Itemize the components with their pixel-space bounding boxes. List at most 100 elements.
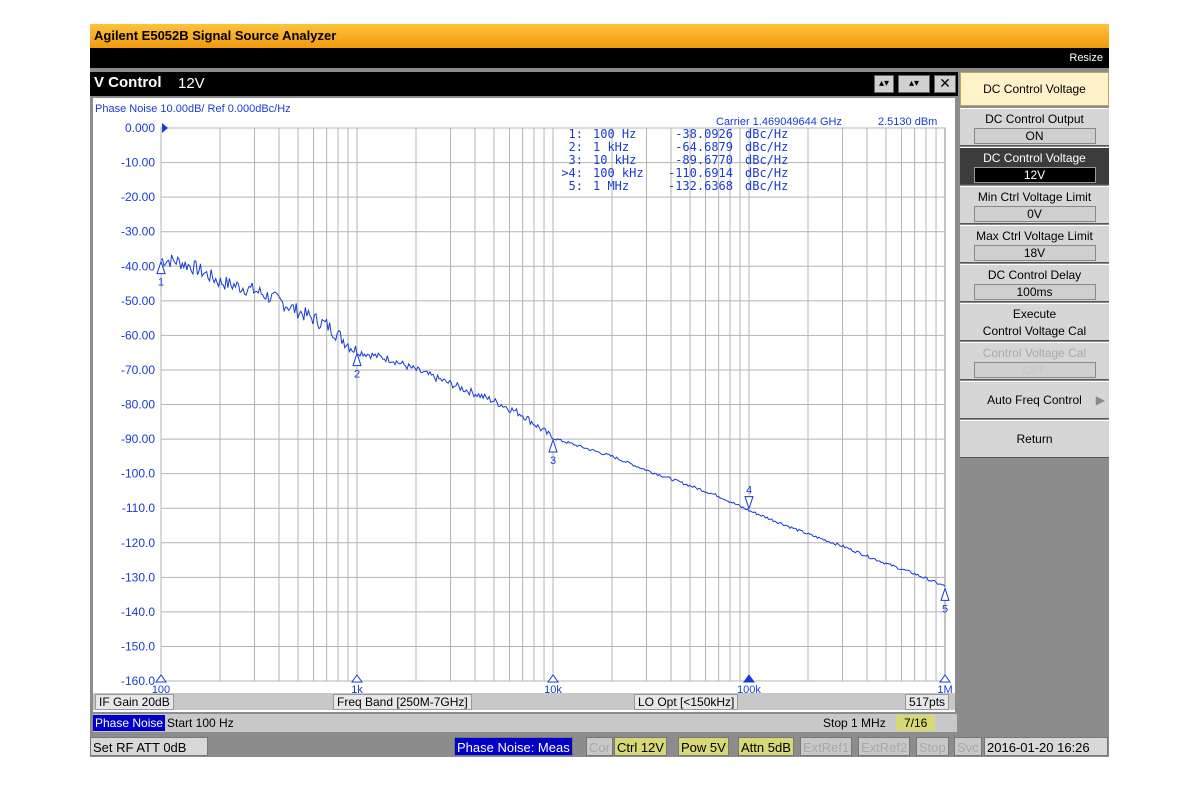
softkey-value: 0V	[973, 206, 1096, 222]
softkey-auto-freq-control[interactable]: Auto Freq Control ▶	[960, 381, 1109, 419]
status-meas: Phase Noise: Meas	[454, 737, 573, 756]
softkey-control-voltage-cal: Control Voltage Cal OFF	[960, 342, 1109, 380]
softkey-value: 12V	[973, 167, 1096, 183]
chart-panel: 0.000 -10.00 -20.00 -30.00 -40.00 -50.00 -60.0…	[93, 98, 955, 712]
status-extref2: ExtRef2	[858, 737, 911, 756]
marker-3-icon	[548, 438, 558, 453]
y-tick-label: -10.00	[121, 156, 155, 170]
status-attn: Attn 5dB	[738, 737, 794, 756]
y-tick-label: -130.0	[121, 570, 155, 584]
y-tick-label: -150.0	[121, 639, 155, 653]
carrier-power: 2.5130 dBm	[878, 116, 937, 128]
marker-table-cell: -38.0926	[675, 127, 733, 141]
softkey-label: Auto Freq Control	[987, 393, 1082, 407]
app-window: Agilent E5052B Signal Source Analyzer Re…	[90, 24, 1109, 757]
marker-table-cell: dBc/Hz	[745, 166, 788, 180]
y-tick-label: -20.00	[121, 190, 155, 204]
marker-table-cell: dBc/Hz	[745, 140, 788, 154]
marker-table-cell: -110.6914	[668, 166, 733, 180]
y-tick-label: -50.00	[121, 294, 155, 308]
marker-table-cell: 100 Hz	[593, 127, 636, 141]
softkey-value: 100ms	[973, 284, 1096, 300]
softkey-label: Max Ctrl Voltage Limit	[976, 229, 1093, 243]
resize-button[interactable]: Resize	[1069, 52, 1103, 64]
y-tick-label: -110.0	[122, 501, 155, 515]
softkey-execute-cal[interactable]: Execute Control Voltage Cal	[960, 303, 1109, 341]
meas-mode[interactable]: Phase Noise	[93, 715, 166, 731]
softkey-dc-control-output[interactable]: DC Control Output ON	[960, 108, 1109, 146]
marker-table-cell: 100 kHz	[593, 166, 644, 180]
average-count: 7/16	[896, 715, 936, 731]
marker-5-icon	[940, 586, 950, 601]
step-icon[interactable]: ▴▾	[898, 75, 930, 93]
axis-marker-icon	[547, 674, 559, 683]
axis-marker-icon	[743, 674, 755, 683]
softkey-dc-control-delay[interactable]: DC Control Delay 100ms	[960, 264, 1109, 302]
softkey-panel: DC Control Voltage DC Control Output ON …	[960, 72, 1109, 464]
axis-marker-icon	[351, 674, 363, 683]
marker-table-cell: 1:	[569, 127, 583, 141]
menu-bar: Resize	[90, 48, 1109, 68]
status-extref1: ExtRef1	[800, 737, 853, 756]
carrier-freq: Carrier 1.469049644 GHz	[716, 116, 842, 128]
softkey-value: 18V	[973, 245, 1096, 261]
softkey-label: Min Ctrl Voltage Limit	[977, 190, 1092, 204]
status-message: Set RF ATT 0dB	[90, 737, 208, 756]
axis-marker-icon	[155, 674, 167, 683]
status-pow: Pow 5V	[678, 737, 729, 756]
marker-label: 3	[550, 455, 556, 467]
status-bar: Set RF ATT 0dB Phase Noise: Meas Cor Ctr…	[90, 736, 1109, 757]
softkey-return[interactable]: Return	[960, 420, 1109, 458]
close-icon[interactable]: ✕	[934, 75, 956, 93]
y-tick-label: -60.00	[121, 328, 155, 342]
entry-field[interactable]: 12V	[174, 74, 878, 94]
spin-up-down-icon[interactable]: ▴▾	[874, 75, 894, 93]
softkey-value: OFF	[973, 362, 1096, 378]
marker-label: 4	[746, 485, 752, 497]
y-tick-label: -100.0	[121, 467, 155, 481]
softkey-label: DC Control Delay	[987, 268, 1082, 282]
softkey-label-2: Control Voltage Cal	[982, 324, 1087, 338]
softkey-label: Control Voltage Cal	[982, 346, 1087, 360]
y-tick-label: -160.0	[121, 674, 155, 688]
status-stop: Stop	[916, 737, 949, 756]
softkey-label: Return	[1016, 432, 1053, 446]
status-cor: Cor	[586, 737, 613, 756]
marker-table-cell: -89.6770	[675, 153, 733, 167]
marker-table-cell: >4:	[561, 166, 583, 180]
marker-table-cell: 1 kHz	[593, 140, 629, 154]
marker-table-cell: -132.6368	[668, 179, 733, 193]
marker-table-cell: 2:	[569, 140, 583, 154]
marker-table-cell: 1 MHz	[593, 179, 629, 193]
marker-4-icon	[744, 496, 754, 511]
if-gain: IF Gain 20dB	[95, 694, 174, 710]
y-tick-label: -30.00	[121, 225, 155, 239]
marker-table-cell: dBc/Hz	[745, 127, 788, 141]
status-ctrl: Ctrl 12V	[614, 737, 667, 756]
softkey-value: ON	[973, 128, 1096, 144]
entry-label: V Control	[94, 74, 162, 91]
lo-opt: LO Opt [<150kHz]	[634, 694, 739, 710]
marker-table-cell: dBc/Hz	[745, 179, 788, 193]
softkey-max-ctrl-voltage[interactable]: Max Ctrl Voltage Limit 18V	[960, 225, 1109, 263]
marker-label: 1	[158, 277, 164, 289]
softkey-label: DC Control Output	[985, 112, 1084, 126]
y-tick-label: -120.0	[121, 536, 155, 550]
entry-bar: V Control 12V ▴▾ ▴▾ ✕	[90, 72, 958, 96]
marker-1-icon	[156, 260, 166, 275]
softkey-dc-control-voltage[interactable]: DC Control Voltage 12V	[960, 147, 1109, 185]
marker-table-cell: 5:	[569, 179, 583, 193]
y-tick-label: -80.00	[121, 398, 155, 412]
trace-header: Phase Noise 10.00dB/ Ref 0.000dBc/Hz	[95, 103, 291, 115]
ref-level-icon	[162, 123, 168, 133]
marker-table-cell: dBc/Hz	[745, 153, 788, 167]
marker-table-cell: 10 kHz	[593, 153, 636, 167]
stop-freq: Stop 1 MHz	[823, 716, 886, 730]
meas-bar: Phase Noise Start 100 Hz Stop 1 MHz 7/16	[93, 714, 957, 732]
y-tick-label: 0.000	[125, 121, 155, 135]
y-tick-label: -90.00	[121, 432, 155, 446]
marker-table-cell: 3:	[569, 153, 583, 167]
softkey-min-ctrl-voltage[interactable]: Min Ctrl Voltage Limit 0V	[960, 186, 1109, 224]
softkey-label: Execute	[1012, 307, 1057, 321]
marker-label: 5	[942, 603, 948, 615]
